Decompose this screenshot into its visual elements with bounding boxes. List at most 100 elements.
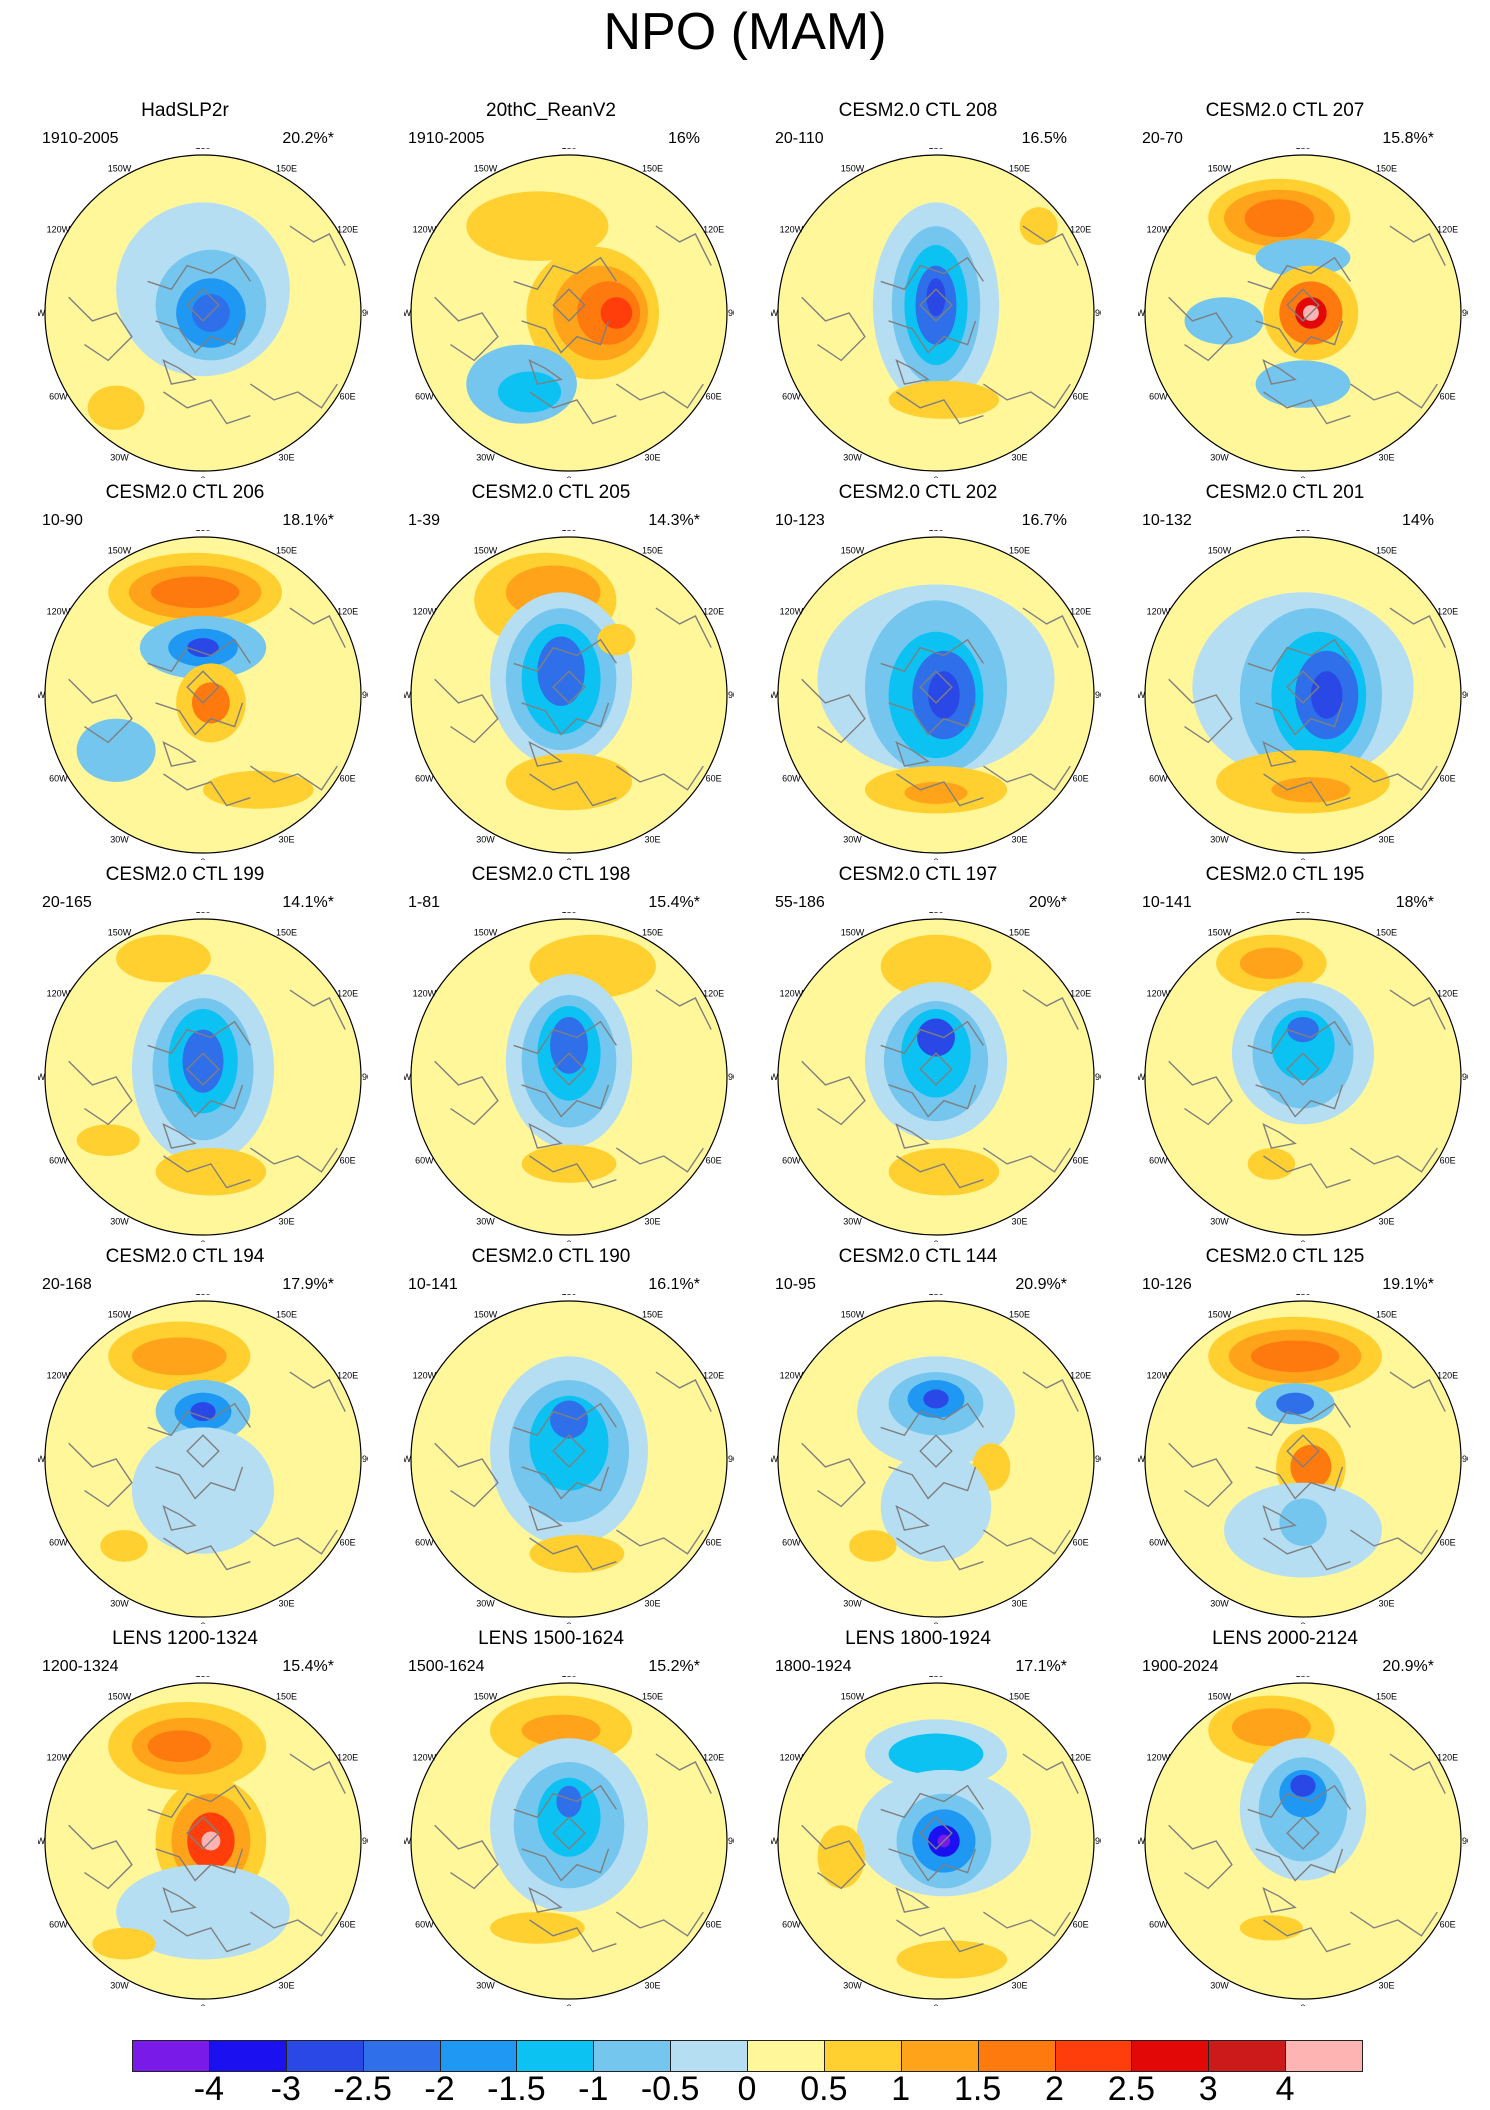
panel-period: 10-132: [1142, 512, 1192, 529]
longitude-label: 30W: [1210, 835, 1229, 845]
colorbar-box: [516, 2040, 595, 2072]
contour-field: [45, 1683, 361, 1999]
panel-variance: 17.1%*: [1015, 1658, 1067, 1675]
coastline: [1389, 607, 1446, 648]
coastline: [155, 1084, 244, 1118]
coastline: [162, 359, 197, 385]
panel-period: 10-141: [408, 1276, 458, 1293]
coastline: [801, 296, 866, 362]
contour-blob: [1019, 207, 1058, 246]
longitude-label: 60E: [1073, 392, 1089, 402]
longitude-label: 30W: [476, 453, 495, 463]
longitude-label: 90E: [1095, 690, 1101, 700]
longitude-label: 60E: [1073, 1920, 1089, 1930]
coastline: [896, 1155, 984, 1189]
longitude-label: 150W: [841, 163, 865, 173]
polar-map-svg: 180 150E 120E 90E 60E 30E 0 30W 60W 90W 120W 150W: [404, 148, 734, 478]
coastline: [1168, 296, 1233, 362]
polar-map: 180 150E 120E 90E 60E 30E 0 30W 60W 90W 120W 150W: [771, 148, 1101, 478]
longitude-label: 150E: [1376, 927, 1397, 937]
longitude-label: 180: [561, 530, 576, 533]
coastline: [919, 670, 953, 704]
longitude-label: 150W: [841, 927, 865, 937]
longitude-label: 150W: [474, 163, 498, 173]
longitude-label: 150W: [474, 545, 498, 555]
longitude-label: 30W: [476, 1217, 495, 1227]
contour-blob: [490, 1912, 585, 1944]
panel-title: CESM2.0 CTL 194: [105, 1246, 265, 1267]
map-outline: [410, 536, 728, 854]
longitude-label: 90E: [728, 1454, 734, 1464]
coastline: [1389, 1753, 1446, 1794]
contour-blob: [505, 753, 633, 811]
longitude-label: 150W: [841, 545, 865, 555]
map-panel: CESM2.0 CTL 195 10-141 18%* 180 150E 120E 90E 6…: [1100, 864, 1470, 1244]
longitude-label: 90E: [1095, 1072, 1101, 1082]
longitude-label: 150W: [841, 1309, 865, 1319]
coastline: [513, 1020, 617, 1055]
coastline: [528, 1123, 563, 1149]
coastline: [528, 1505, 563, 1531]
map-outline: [410, 154, 728, 472]
panel-variance: 15.2%*: [648, 1658, 700, 1675]
colorbar-label: 2: [1045, 2070, 1064, 2108]
coastline: [434, 296, 499, 362]
coastline: [616, 1529, 704, 1555]
panel-period: 10-141: [1142, 894, 1192, 911]
panel-variance: 20.2%*: [282, 130, 334, 147]
longitude-label: 30E: [644, 1599, 660, 1609]
longitude-label: 0: [933, 475, 938, 478]
coastline: [1350, 1911, 1438, 1937]
coastline: [147, 1784, 251, 1819]
longitude-label: 90W: [1138, 1836, 1146, 1846]
coastline: [147, 1020, 251, 1055]
coastline: [919, 1434, 953, 1468]
coastline: [162, 1505, 197, 1531]
map-panel: CESM2.0 CTL 201 10-132 14% 180 150E 120E 90E 60…: [1100, 482, 1470, 862]
coastline: [919, 1816, 953, 1850]
contour-blob: [92, 1927, 156, 1960]
polar-map: 180 150E 120E 90E 60E 30E 0 30W 60W 90W 120W 150W: [1138, 1294, 1468, 1624]
coastline: [68, 678, 133, 744]
longitude-label: 30E: [278, 453, 294, 463]
coastline: [521, 1848, 610, 1882]
contour-blob: [888, 1148, 1000, 1196]
panel-variance: 15.4%*: [282, 1658, 334, 1675]
contour-blob: [849, 1530, 897, 1562]
longitude-label: 150E: [1376, 163, 1397, 173]
polar-map-svg: 180 150E 120E 90E 60E 30E 0 30W 60W 90W 120W 150W: [771, 1294, 1101, 1624]
contour-blob: [1239, 947, 1303, 980]
coastline: [1262, 359, 1297, 385]
contour-blob: [187, 638, 219, 658]
contour-blob: [147, 1730, 211, 1762]
coastline: [163, 391, 251, 425]
polar-map: 180 150E 120E 90E 60E 30E 0 30W 60W 90W 120W 150W: [38, 530, 368, 860]
coastline: [1262, 1887, 1297, 1913]
contour-blob: [182, 1029, 224, 1093]
coastline: [68, 1442, 133, 1508]
contour-blob: [888, 1733, 984, 1775]
contour-blob: [521, 1144, 617, 1183]
longitude-label: 120W: [413, 607, 437, 617]
colorbar-label: 0.5: [800, 2070, 848, 2108]
longitude-label: 60W: [782, 1920, 801, 1930]
longitude-label: 150W: [841, 1691, 865, 1701]
contour-blob: [529, 1395, 609, 1491]
polar-map: 180 150E 120E 90E 60E 30E 0 30W 60W 90W 120W 150W: [404, 912, 734, 1242]
polar-map: 180 150E 120E 90E 60E 30E 0 30W 60W 90W 120W 150W: [404, 1294, 734, 1624]
longitude-label: 60W: [1149, 392, 1168, 402]
polar-map-svg: 180 150E 120E 90E 60E 30E 0 30W 60W 90W 120W 150W: [404, 1294, 734, 1624]
coastline: [888, 320, 977, 354]
panel-variance: 16.7%: [1021, 512, 1067, 529]
longitude-label: 30E: [1378, 1217, 1394, 1227]
figure-title: NPO (MAM): [603, 3, 887, 61]
coastline: [147, 256, 251, 291]
longitude-label: 180: [1295, 148, 1310, 151]
polar-map: 180 150E 120E 90E 60E 30E 0 30W 60W 90W 120W 150W: [771, 912, 1101, 1242]
contour-blob: [116, 1864, 290, 1960]
coastline: [616, 765, 704, 791]
coastline: [289, 1371, 346, 1412]
contour-field: [45, 1301, 361, 1617]
coastline: [155, 320, 244, 354]
panel-period: 10-123: [775, 512, 825, 529]
